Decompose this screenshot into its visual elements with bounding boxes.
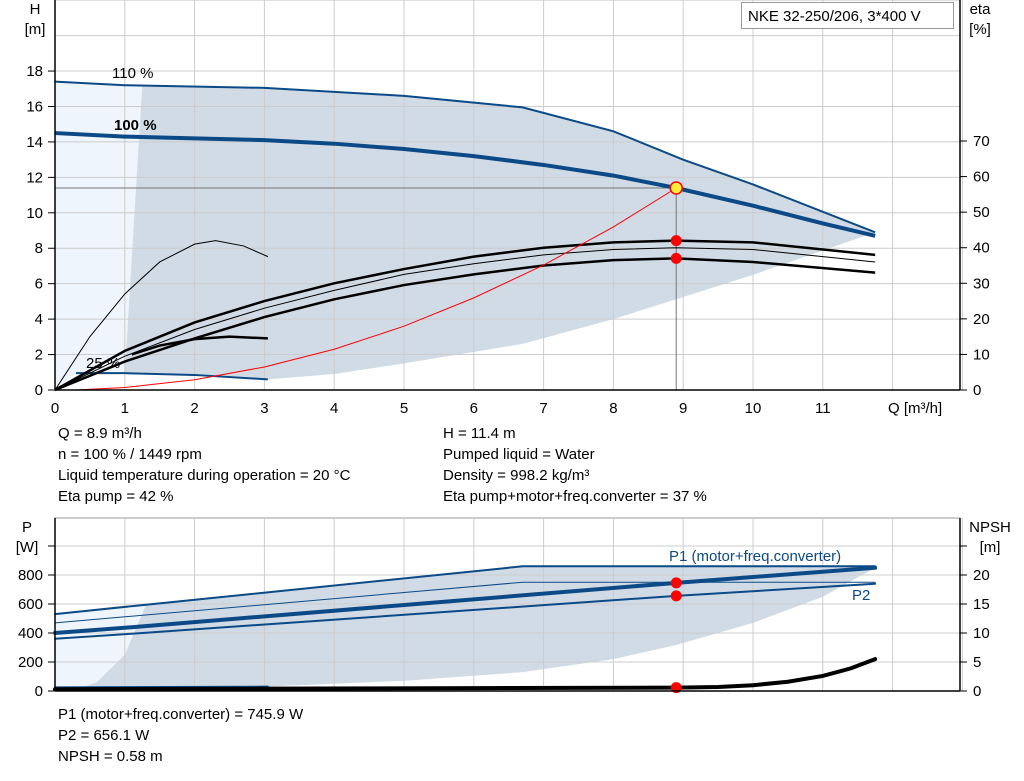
npsh-tick-label: 15 (973, 596, 990, 613)
curve-eta-thin (54, 247, 876, 391)
curve-eta-thin (54, 240, 269, 391)
x-axis-label: Q [m³/h] (888, 400, 942, 417)
npsh-tick-label: 10 (973, 625, 990, 642)
info-temperature: Liquid temperature during operation = 20… (58, 467, 351, 484)
x-tick-label: 0 (51, 400, 59, 417)
y-right-tick-label: 20 (973, 311, 990, 328)
pump-title: NKE 32-250/206, 3*400 V (741, 2, 954, 29)
y-axis-unit: [m] (25, 21, 46, 38)
y-tick-label: 14 (26, 134, 43, 151)
curve-power-thin (54, 581, 876, 624)
x-tick-label: 4 (330, 400, 338, 417)
curve-25- (75, 372, 268, 381)
x-tick-label: 3 (260, 400, 268, 417)
npsh-tick-label: 0 (973, 683, 981, 700)
y-axis-label: H (30, 1, 41, 18)
curve-eta (54, 239, 876, 392)
p-tick-label: 800 (18, 567, 43, 584)
curve-label-25: 25 % (86, 355, 120, 372)
y-right-tick-label: 50 (973, 204, 990, 221)
info-speed: n = 100 % / 1449 rpm (58, 446, 202, 463)
y-tick-label: 2 (35, 347, 43, 364)
info-density: Density = 998.2 kg/m³ (443, 467, 590, 484)
y-right-axis-label: eta (970, 1, 992, 18)
duty-point (669, 181, 683, 195)
p2-point (670, 590, 682, 602)
y-tick-label: 0 (35, 382, 43, 399)
y-right-tick-label: 10 (973, 346, 990, 363)
p2-label: P2 (852, 587, 870, 604)
x-tick-label: 1 (121, 400, 129, 417)
curve-system (75, 187, 677, 391)
y-right-tick-label: 70 (973, 133, 990, 150)
y-tick-label: 6 (35, 276, 43, 293)
p-axis-unit: [W] (16, 539, 39, 556)
y-right-axis-unit: [%] (969, 21, 991, 38)
info-p2: P2 = 656.1 W (58, 727, 150, 744)
y-tick-label: 12 (26, 169, 43, 186)
info-right: H = 11.4 m Pumped liquid = Water Density… (443, 423, 707, 507)
info-liquid: Pumped liquid = Water (443, 446, 595, 463)
extended-range-area (55, 81, 143, 390)
x-tick-label: 11 (815, 400, 831, 417)
npsh-axis-label: NPSH (969, 519, 1011, 536)
p-axis-label: P (22, 519, 32, 536)
curve-power (54, 565, 877, 616)
npsh-axis-unit: [m] (980, 539, 1001, 556)
p1-label: P1 (motor+freq.converter) (669, 548, 841, 565)
y-tick-label: 10 (26, 205, 43, 222)
y-tick-label: 18 (26, 63, 43, 80)
y-tick-label: 8 (35, 240, 43, 257)
npsh-tick-label: 20 (973, 567, 990, 584)
curve-label-100: 100 % (114, 117, 157, 134)
y-tick-label: 4 (35, 311, 43, 328)
info-bottom: P1 (motor+freq.converter) = 745.9 W P2 =… (58, 704, 303, 767)
p-tick-label: 0 (35, 683, 43, 700)
npsh-tick-label: 5 (973, 654, 981, 671)
y-right-tick-label: 60 (973, 169, 990, 186)
curve-110- (54, 80, 876, 234)
x-tick-label: 6 (470, 400, 478, 417)
x-tick-label: 8 (609, 400, 617, 417)
eta-total-point (670, 252, 682, 264)
info-left: Q = 8.9 m³/h n = 100 % / 1449 rpm Liquid… (58, 423, 350, 507)
p-tick-label: 200 (18, 654, 43, 671)
info-q: Q = 8.9 m³/h (58, 425, 142, 442)
info-eta-total: Eta pump+motor+freq.converter = 37 % (443, 488, 707, 505)
info-h: H = 11.4 m (443, 425, 516, 442)
x-tick-label: 10 (745, 400, 762, 417)
curve-100- (54, 131, 876, 238)
p-tick-label: 600 (18, 596, 43, 613)
curve-label-110: 110 % (112, 65, 153, 82)
p-tick-label: 400 (18, 625, 43, 642)
x-tick-label: 9 (679, 400, 687, 417)
eta-pump-point (670, 235, 682, 247)
p1-point (670, 577, 682, 589)
y-tick-label: 16 (26, 98, 43, 115)
x-tick-label: 2 (190, 400, 198, 417)
x-tick-label: 7 (539, 400, 547, 417)
y-right-tick-label: 0 (973, 382, 981, 399)
curve-eta (131, 335, 268, 356)
y-right-tick-label: 40 (973, 240, 990, 257)
curve-P1-motor-freq-converter- (53, 565, 878, 635)
info-p1: P1 (motor+freq.converter) = 745.9 W (58, 706, 304, 723)
info-eta-pump: Eta pump = 42 % (58, 488, 174, 505)
info-npsh: NPSH = 0.58 m (58, 748, 163, 765)
curve-P2 (54, 582, 877, 640)
y-right-tick-label: 30 (973, 275, 990, 292)
x-tick-label: 5 (400, 400, 408, 417)
curve-npsh (53, 657, 878, 692)
